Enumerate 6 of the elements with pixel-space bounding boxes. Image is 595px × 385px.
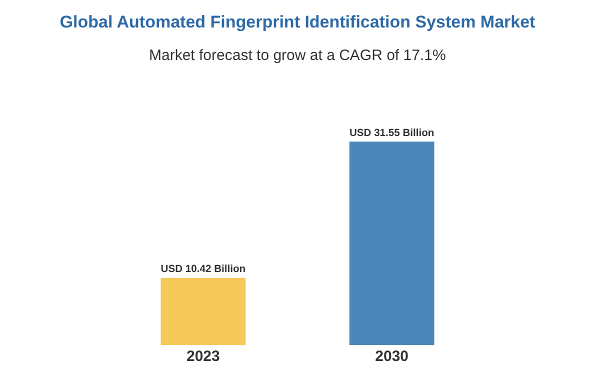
x-tick-label: 2023 <box>186 348 220 365</box>
chart-subtitle: Market forecast to grow at a CAGR of 17.1% <box>149 47 446 64</box>
x-tick-label: 2030 <box>375 348 409 365</box>
chart-title: Global Automated Fingerprint Identification System Market <box>60 12 536 32</box>
data-label: USD 10.42 Billion <box>160 264 246 276</box>
data-label: USD 31.55 Billion <box>349 128 434 139</box>
